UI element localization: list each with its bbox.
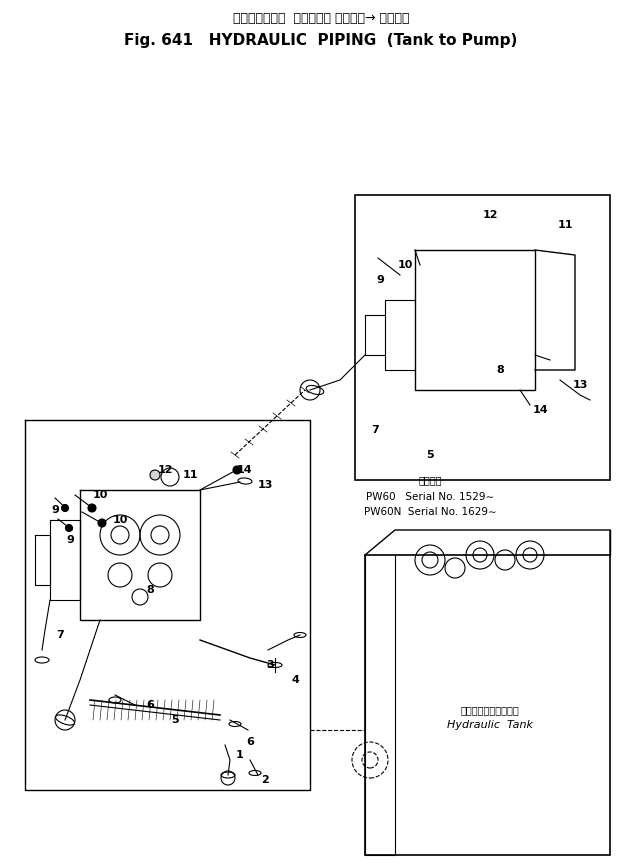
Text: Fig. 641   HYDRAULIC  PIPING  (Tank to Pump): Fig. 641 HYDRAULIC PIPING (Tank to Pump) — [125, 32, 517, 48]
Text: 4: 4 — [291, 675, 299, 685]
Text: 13: 13 — [572, 380, 587, 390]
Text: 12: 12 — [482, 210, 498, 220]
Text: 8: 8 — [146, 585, 154, 595]
Text: 13: 13 — [257, 480, 273, 490]
Bar — [365, 555, 610, 855]
Text: 8: 8 — [496, 365, 504, 375]
Text: ハイドロリック  パイピング （タンク→ ポンプ）: ハイドロリック パイピング （タンク→ ポンプ） — [233, 11, 409, 24]
Text: 11: 11 — [557, 220, 573, 230]
Circle shape — [523, 398, 531, 406]
Text: 適用号機: 適用号機 — [418, 475, 442, 485]
Bar — [355, 195, 610, 480]
Circle shape — [62, 504, 69, 511]
Text: 3: 3 — [266, 660, 273, 670]
Circle shape — [392, 268, 400, 276]
Text: 7: 7 — [56, 630, 64, 640]
Text: 9: 9 — [376, 275, 384, 285]
Text: 9: 9 — [66, 535, 74, 545]
Text: 6: 6 — [246, 737, 254, 747]
Text: 10: 10 — [397, 260, 413, 270]
Text: 5: 5 — [171, 715, 179, 725]
Text: PW60   Serial No. 1529∼: PW60 Serial No. 1529∼ — [366, 492, 494, 502]
Text: 7: 7 — [371, 425, 379, 435]
Text: 14: 14 — [532, 405, 548, 415]
Text: 2: 2 — [261, 775, 269, 785]
Text: ハイトロリックタンク: ハイトロリックタンク — [460, 705, 519, 715]
Text: 14: 14 — [237, 465, 253, 475]
Text: 12: 12 — [157, 465, 173, 475]
Circle shape — [88, 504, 96, 512]
Circle shape — [233, 466, 241, 474]
Text: 1: 1 — [236, 750, 244, 760]
Text: 5: 5 — [426, 450, 434, 460]
Text: Hydraulic  Tank: Hydraulic Tank — [447, 720, 533, 730]
Text: PW60N  Serial No. 1629∼: PW60N Serial No. 1629∼ — [363, 507, 496, 517]
Circle shape — [150, 470, 160, 480]
Text: 10: 10 — [92, 490, 108, 500]
Text: 6: 6 — [146, 700, 154, 710]
Text: 9: 9 — [51, 505, 59, 515]
Circle shape — [98, 519, 106, 527]
Circle shape — [543, 354, 551, 362]
Text: 10: 10 — [112, 515, 128, 525]
Circle shape — [65, 524, 73, 531]
Text: 11: 11 — [182, 470, 198, 480]
